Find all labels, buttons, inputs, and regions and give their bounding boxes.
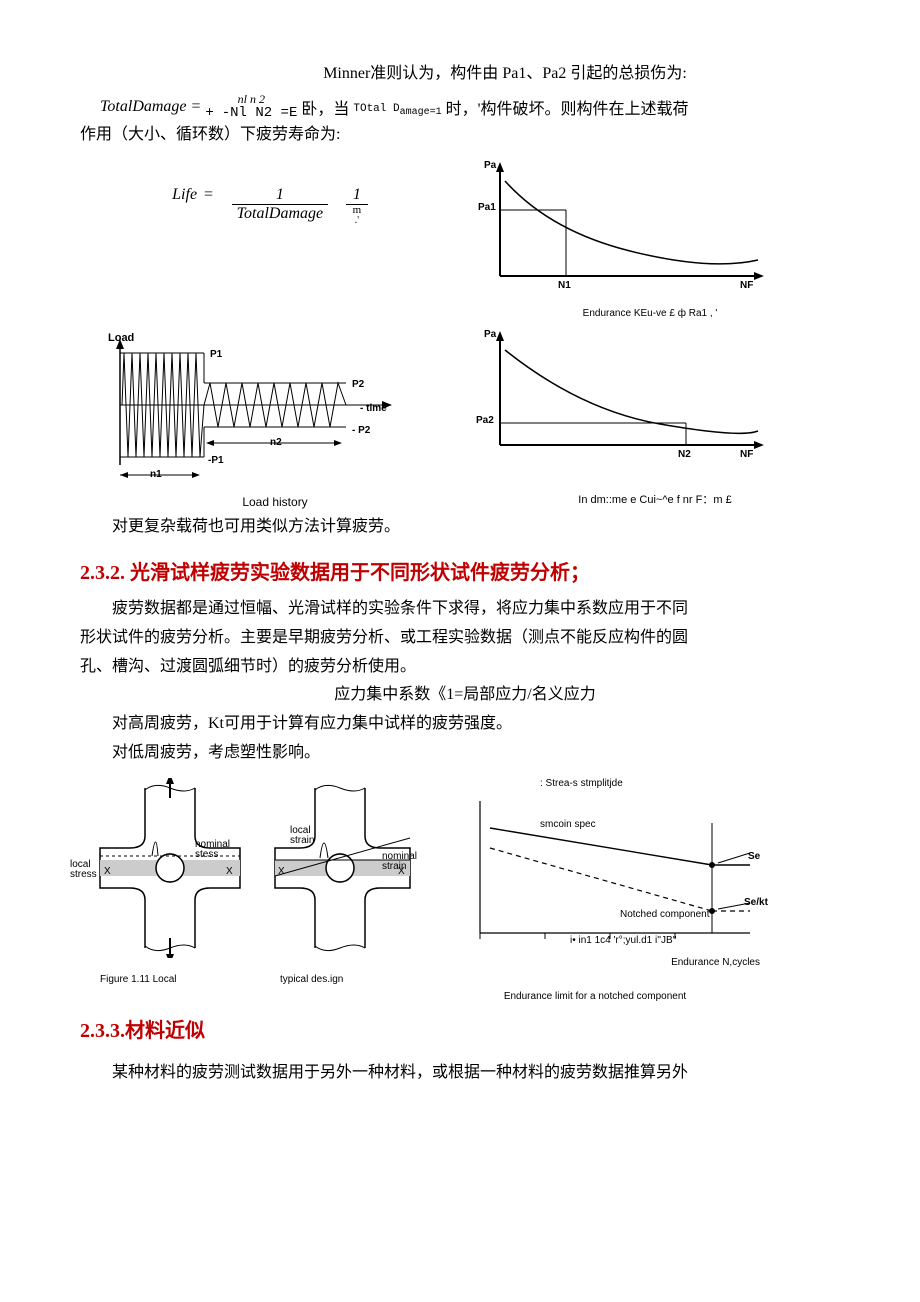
- g2-n2: N2: [678, 449, 691, 460]
- g2-pa2: Pa2: [476, 415, 494, 426]
- sn-endurance-label: Endurance N,cycles: [450, 957, 760, 968]
- sf-local-stress-left: localstress: [70, 860, 97, 880]
- g2-caption: In dm::me e Cui~^e f nr F：m £: [530, 491, 780, 507]
- sn-smooth: smcoin spec: [540, 819, 596, 830]
- svg-text:X: X: [226, 866, 233, 877]
- endurance-graph-2: Pa Pa2 N2 NF In dm::me e Cui~^e f nr F：m…: [460, 325, 780, 507]
- eq1-frac: nl n 2 + -Nl N2 =E: [205, 93, 297, 122]
- sn-ticks: i• in1 1c4 'r°;yul.d1 i''JB'': [570, 935, 677, 946]
- g1-pa1: Pa1: [478, 202, 496, 213]
- eq1-tail-post: 时，'构件破坏。则构件在上述载荷: [446, 101, 689, 118]
- s232-p4: 对高周疲劳，Kt可用于计算有应力集中试样的疲劳强度。: [80, 710, 850, 739]
- s232-p1: 疲劳数据都是通过恒幅、光滑试样的实验条件下求得，将应力集中系数应用于不同: [80, 595, 850, 624]
- section-232-head: 2.3.2. 光滑试样疲劳实验数据用于不同形状试件疲劳分析；: [80, 556, 850, 585]
- sf-local-strain: localstrain: [290, 826, 314, 846]
- equation-1-row: TotalDamage = nl n 2 + -Nl N2 =E 卧，当 TOta…: [80, 93, 850, 122]
- lh-np1: -P1: [208, 455, 224, 466]
- eq2-num2: 1: [353, 186, 361, 204]
- lh-caption: Load history: [140, 495, 410, 509]
- intro-text-2: Pa1、Pa2: [502, 65, 566, 82]
- eq1-tail-amage: amage=1: [400, 107, 442, 118]
- endurance-limit-chart: : Strea-s stmplitjde smcoin spec: [450, 778, 770, 968]
- s232-eq: 应力集中系数《1=局部应力/名义应力: [80, 681, 850, 710]
- eq1-tail: 卧，当 TOtal Damage=1 时，'构件破坏。则构件在上述载荷: [301, 95, 688, 119]
- lh-n1: n1: [150, 469, 162, 480]
- after-graphs: 对更复杂载荷也可用类似方法计算疲劳。: [80, 513, 850, 542]
- intro-line-1: Minner准则认为，构件由 Pa1、Pa2 引起的总损伤为:: [160, 60, 850, 89]
- eq2-frac2: 1 m .': [346, 186, 368, 226]
- eq2-den2b: .': [355, 216, 359, 226]
- lh-np2: - P2: [352, 425, 370, 436]
- sf-nominal-strain: nominalstrain: [382, 852, 417, 872]
- load-history-diagram: Load P1 P2: [80, 325, 410, 509]
- s232-p3: 孔、槽沟、过渡圆弧细节时）的疲劳分析使用。: [80, 653, 850, 682]
- sn-se: Se: [748, 851, 760, 862]
- g1-n1: N1: [558, 280, 571, 291]
- eq2-eq: =: [203, 186, 214, 226]
- section-233-head: 2.3.3.材料近似: [80, 1014, 850, 1043]
- eq1-tail-pre: 卧，当: [301, 101, 353, 118]
- eq2-frac1: 1 TotalDamage: [232, 186, 328, 226]
- eq1-tail-total: TOtal D: [353, 103, 399, 115]
- svg-text:X: X: [278, 866, 285, 877]
- eq1-lhs: TotalDamage: [100, 98, 187, 116]
- endurance-graph-1: Pa Pa1 N1 NF Endurance KEu-ve £ ф Ra1 , …: [460, 156, 780, 319]
- g2-pa: Pa: [484, 329, 496, 340]
- intro-line-2: 作用（大小、循环数）下疲劳寿命为:: [80, 121, 850, 150]
- sn-notched: Notched component: [620, 909, 710, 920]
- lh-time: - time: [360, 403, 387, 414]
- svg-text:X: X: [104, 866, 111, 877]
- g1-nf: NF: [740, 280, 753, 291]
- fig-caption-left: Figure 1.11 Local: [100, 974, 270, 985]
- sn-sekt: Se/kt: [744, 897, 768, 908]
- sf-nominal-stress: nominalstess: [195, 840, 230, 860]
- eq2-den1: TotalDamage: [237, 205, 324, 223]
- s232-p5: 对低周疲劳，考虑塑性影响。: [80, 739, 850, 768]
- equation-1: TotalDamage = nl n 2 + -Nl N2 =E: [100, 93, 297, 122]
- lh-p2: P2: [352, 379, 364, 390]
- eq1-plus: +: [205, 106, 213, 121]
- s232-p2: 形状试件的疲劳分析。主要是早期疲劳分析、或工程实验数据（测点不能反应构件的圆: [80, 624, 850, 653]
- eq2-num1: 1: [276, 186, 284, 204]
- fig-caption-mid: typical des.ign: [280, 974, 450, 985]
- g1-caption: Endurance KEu-ve £ ф Ra1 , ': [520, 308, 780, 319]
- fig-caption-bottom: Endurance limit for a notched component: [340, 991, 850, 1002]
- equation-2: Life = 1 TotalDamage 1 m .': [80, 156, 460, 226]
- specimen-stress-diagram: X X localstress nominalstess: [80, 778, 250, 958]
- intro-text-1: Minner准则认为，构件由: [323, 65, 498, 82]
- s233-p1: 某种材料的疲劳测试数据用于另外一种材料，或根据一种材料的疲劳数据推算另外: [80, 1059, 850, 1088]
- g1-pa: Pa: [484, 160, 496, 171]
- lh-p1: P1: [210, 349, 222, 360]
- intro-text-3: 引起的总损伤为:: [570, 65, 686, 82]
- eq1-num: nl n 2: [238, 93, 265, 106]
- sn-title: : Strea-s stmplitjde: [540, 778, 770, 789]
- eq1-eq: =: [191, 98, 202, 116]
- eq1-den: -Nl N2 =E: [222, 106, 298, 121]
- g2-nf: NF: [740, 449, 753, 460]
- specimen-strain-diagram: X X localstrain nominalstrain: [260, 778, 430, 958]
- eq2-lhs: Life: [172, 186, 197, 226]
- lh-n2: n2: [270, 437, 282, 448]
